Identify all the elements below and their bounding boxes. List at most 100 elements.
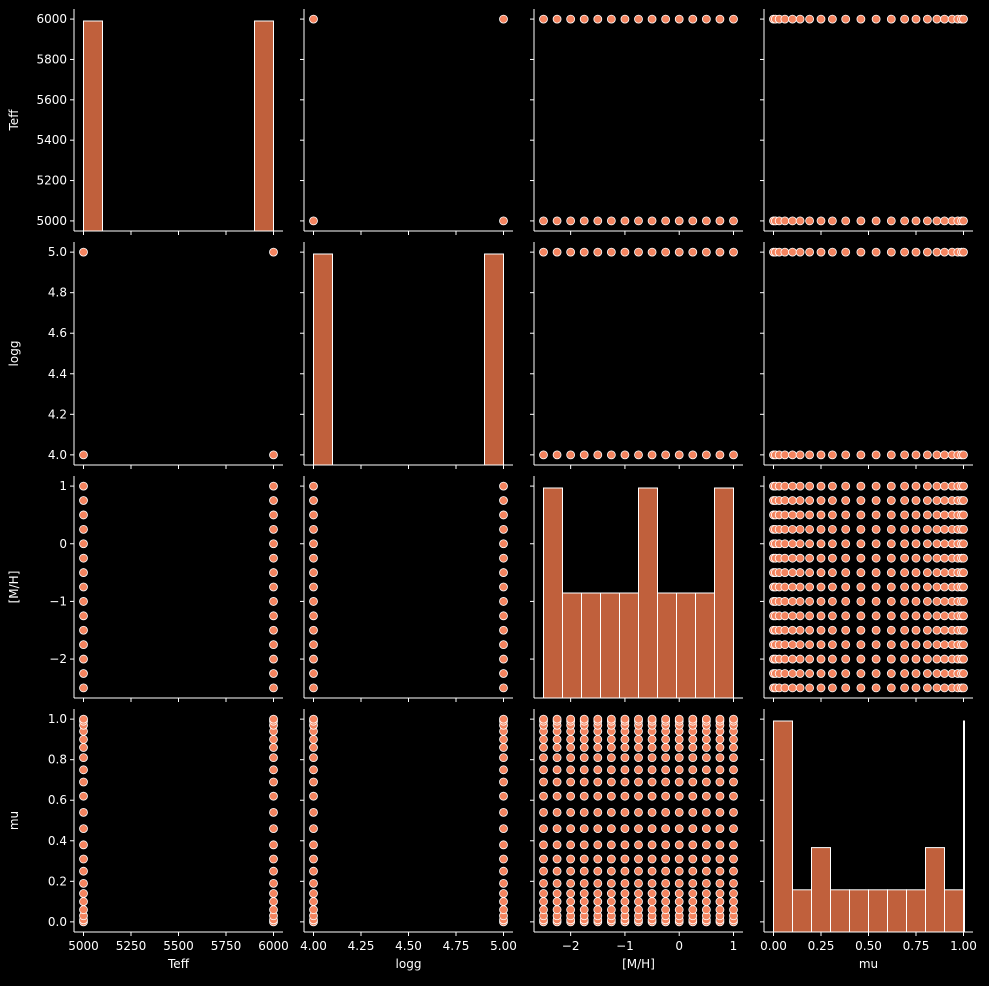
scatter-point: [620, 735, 630, 744]
scatter-point: [566, 450, 576, 460]
scatter-point: [911, 611, 921, 621]
scatter-point: [634, 777, 643, 787]
scatter-point: [828, 553, 837, 563]
scatter-point: [688, 765, 698, 775]
scatter-point: [959, 625, 968, 635]
scatter-point: [620, 878, 630, 888]
scatter-point: [566, 735, 576, 744]
scatter-point: [647, 854, 657, 864]
scatter-point: [499, 743, 508, 752]
scatter-point: [79, 582, 88, 592]
scatter-point: [856, 683, 866, 693]
scatter-point: [795, 568, 805, 577]
scatter-point: [805, 683, 814, 693]
scatter-point: [79, 481, 88, 491]
scatter-point: [841, 683, 851, 693]
scatter-point: [688, 247, 698, 257]
scatter-point: [634, 735, 643, 744]
scatter-point: [715, 765, 725, 775]
scatter-point: [499, 878, 508, 888]
scatter-point: [309, 824, 318, 834]
scatter-point: [634, 878, 643, 888]
scatter-point: [499, 582, 508, 592]
scatter-point: [715, 450, 725, 460]
scatter-point: [715, 824, 725, 834]
scatter-point: [729, 854, 738, 864]
scatter-point: [816, 481, 826, 491]
scatter-point: [499, 683, 508, 693]
scatter-point: [579, 247, 589, 257]
y-tick-label: 1.0: [48, 712, 67, 726]
scatter-point: [780, 14, 790, 24]
scatter-point: [780, 568, 790, 577]
scatter-point: [620, 791, 630, 801]
scatter-point: [606, 765, 616, 775]
scatter-point: [647, 905, 657, 915]
scatter-point: [729, 765, 738, 775]
scatter-point: [841, 14, 851, 24]
scatter-point: [940, 597, 949, 606]
scatter-point: [828, 597, 837, 606]
scatter-point: [309, 735, 318, 744]
scatter-point: [856, 524, 866, 534]
x-tick-label: 5250: [116, 939, 147, 953]
scatter-point: [309, 568, 318, 577]
scatter-point: [579, 450, 589, 460]
scatter-point: [593, 14, 603, 24]
scatter-point: [309, 14, 318, 24]
scatter-point: [788, 450, 797, 460]
scatter-point: [539, 791, 548, 801]
histogram-bar: [562, 592, 582, 699]
scatter-point: [841, 568, 851, 577]
scatter-point: [539, 753, 548, 763]
scatter-point: [593, 840, 603, 850]
scatter-point: [579, 866, 589, 876]
y-tick-label: 4.2: [48, 407, 67, 421]
scatter-point: [940, 669, 949, 678]
scatter-point: [940, 539, 949, 549]
scatter-point: [911, 625, 921, 635]
scatter-point: [566, 791, 576, 801]
scatter-point: [816, 524, 826, 534]
scatter-point: [715, 897, 725, 906]
scatter-point: [499, 735, 508, 744]
scatter-point: [701, 247, 711, 257]
scatter-point: [816, 683, 826, 693]
scatter-point: [620, 866, 630, 876]
scatter-point: [715, 854, 725, 864]
scatter-point: [923, 510, 932, 520]
scatter-point: [79, 807, 88, 817]
scatter-point: [715, 714, 725, 724]
scatter-point: [647, 777, 657, 787]
scatter-point: [788, 14, 797, 24]
scatter-point: [932, 496, 942, 505]
scatter-point: [647, 216, 657, 226]
scatter-point: [499, 897, 508, 906]
scatter-point: [923, 611, 932, 621]
scatter-point: [579, 840, 589, 850]
scatter-point: [900, 553, 909, 563]
scatter-point: [566, 889, 576, 898]
scatter-point: [959, 496, 968, 505]
scatter-point: [788, 510, 797, 520]
scatter-point: [816, 597, 826, 606]
x-axis-label: mu: [859, 957, 878, 971]
scatter-point: [856, 450, 866, 460]
scatter-point: [886, 247, 896, 257]
scatter-point: [701, 840, 711, 850]
y-tick-label: 5600: [36, 93, 67, 107]
scatter-point: [911, 216, 921, 226]
scatter-point: [674, 854, 684, 864]
scatter-point: [911, 553, 921, 563]
histogram-bar: [638, 487, 658, 699]
y-tick-label: 4.6: [48, 326, 67, 340]
scatter-point: [309, 216, 318, 226]
scatter-point: [959, 654, 968, 664]
scatter-point: [539, 216, 548, 226]
scatter-point: [79, 765, 88, 775]
y-tick-label: 1: [59, 479, 67, 493]
scatter-point: [539, 247, 548, 257]
scatter-point: [856, 611, 866, 621]
scatter-point: [620, 897, 630, 906]
scatter-point: [499, 14, 508, 24]
